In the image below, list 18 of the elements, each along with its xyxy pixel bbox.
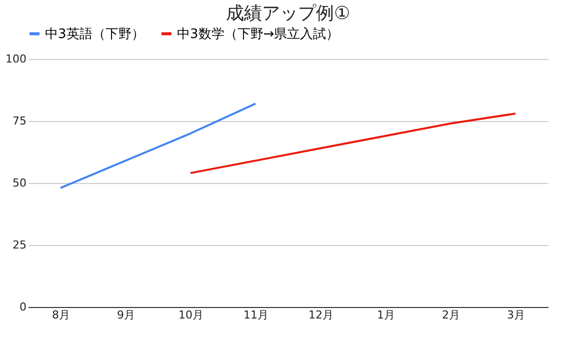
x-tick-label: 12月 <box>308 308 334 322</box>
x-tick-label: 9月 <box>117 308 135 322</box>
y-tick-label: 100 <box>6 52 26 66</box>
y-tick-label: 50 <box>12 176 26 190</box>
y-tick-label: 25 <box>12 238 26 252</box>
x-tick-label: 11月 <box>244 308 268 322</box>
chart-title: 成績アップ例① <box>226 3 350 24</box>
y-tick-label: 0 <box>20 300 26 314</box>
legend-label: 中3英語（下野） <box>45 26 144 42</box>
x-tick-label: 10月 <box>178 308 204 322</box>
line-series <box>60 102 256 189</box>
x-tick-label: 2月 <box>442 308 460 322</box>
x-tick-label: 3月 <box>507 308 525 322</box>
x-tick-label: 1月 <box>377 308 395 322</box>
x-tick-label: 8月 <box>52 308 70 322</box>
legend-label: 中3数学（下野→県立入試） <box>177 26 340 42</box>
y-tick-label: 75 <box>12 114 26 128</box>
line-series <box>190 112 516 174</box>
